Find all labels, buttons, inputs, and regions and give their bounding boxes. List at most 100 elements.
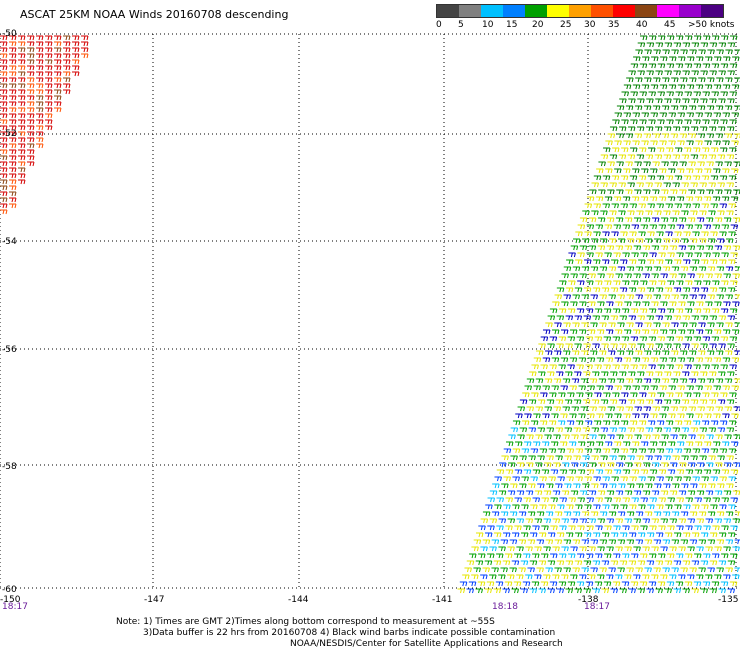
wind-barb	[703, 280, 711, 286]
wind-barb	[670, 462, 678, 468]
wind-barb	[677, 441, 685, 447]
wind-barb	[673, 560, 682, 566]
wind-barb	[721, 525, 729, 531]
wind-barb	[541, 525, 549, 531]
wind-barb	[731, 84, 740, 90]
wind-barb	[9, 179, 17, 185]
wind-barb	[712, 280, 720, 286]
wind-barb	[551, 357, 560, 363]
wind-barb	[702, 91, 711, 97]
wind-barb	[687, 574, 695, 580]
wind-barb	[557, 448, 566, 454]
wind-barb	[653, 567, 661, 573]
wind-barb	[714, 574, 722, 580]
wind-barb	[0, 59, 8, 65]
wind-barb	[602, 231, 610, 237]
wind-barb	[731, 357, 740, 363]
wind-barb	[695, 140, 703, 146]
wind-barb	[500, 539, 509, 545]
wind-barb	[591, 399, 600, 405]
wind-barb	[582, 427, 591, 433]
wind-barb	[661, 462, 669, 468]
wind-barb	[628, 70, 636, 76]
wind-barb	[660, 245, 669, 251]
wind-barb	[731, 385, 739, 391]
wind-barb	[594, 336, 603, 342]
wind-barb	[540, 364, 548, 370]
wind-barb	[633, 546, 641, 552]
wind-barb	[535, 462, 543, 468]
wind-barb	[613, 224, 622, 230]
wind-barb	[690, 483, 698, 489]
wind-barb	[666, 308, 675, 314]
wind-barb	[0, 95, 8, 101]
wind-barb	[584, 203, 593, 209]
wind-barb	[654, 126, 663, 132]
wind-barb	[664, 371, 672, 377]
wind-barb	[556, 588, 564, 594]
wind-barb	[503, 476, 511, 482]
wind-barb	[724, 378, 733, 384]
wind-barb	[691, 287, 700, 293]
wind-barb	[628, 287, 637, 293]
wind-barb	[648, 581, 657, 587]
wind-barb	[559, 469, 568, 475]
wind-barb	[632, 329, 641, 335]
wind-barb	[673, 532, 682, 538]
wind-barb	[590, 294, 599, 300]
wind-barb	[703, 196, 712, 202]
wind-barb	[654, 455, 662, 461]
wind-barb	[555, 427, 564, 433]
grid-lines	[0, 33, 740, 590]
wind-barb	[727, 532, 736, 538]
wind-barb	[727, 70, 735, 76]
wind-barb	[617, 322, 625, 328]
wind-barb	[593, 259, 601, 265]
wind-barb	[610, 343, 618, 349]
wind-barb	[709, 42, 718, 48]
wind-barb	[667, 525, 675, 531]
wind-barb	[730, 224, 739, 230]
wind-barb	[584, 231, 592, 237]
wind-barb	[615, 546, 623, 552]
wind-barb	[63, 83, 71, 89]
wind-barb	[676, 497, 685, 503]
wind-barb	[583, 371, 591, 377]
wind-barb	[641, 441, 649, 447]
wind-barb	[637, 343, 645, 349]
wind-barb	[662, 567, 670, 573]
wind-barb	[600, 483, 608, 489]
wind-barb	[592, 315, 601, 321]
wind-barb	[690, 455, 698, 461]
wind-barb	[18, 101, 26, 107]
wind-barb	[606, 518, 615, 524]
wind-barb	[575, 420, 584, 426]
wind-barb	[608, 539, 617, 545]
wind-barb	[54, 89, 62, 95]
wind-barb	[616, 189, 624, 195]
wind-barb	[681, 210, 689, 216]
wind-barb	[571, 434, 579, 440]
wind-barb	[18, 41, 26, 47]
wind-barb	[677, 140, 685, 146]
wind-barb	[9, 53, 17, 59]
wind-barb	[631, 525, 639, 531]
wind-barb	[554, 511, 563, 517]
wind-barb	[45, 119, 53, 125]
wind-barb	[626, 77, 634, 83]
wind-barb	[664, 70, 672, 76]
wind-barb	[706, 462, 714, 468]
wind-barb	[668, 441, 676, 447]
wind-barb	[721, 497, 730, 503]
wind-barb	[579, 245, 588, 251]
wind-barb	[677, 385, 685, 391]
wind-barb	[581, 539, 590, 545]
wind-barb	[545, 567, 553, 573]
wind-barb	[701, 476, 709, 482]
wind-barb	[581, 322, 589, 328]
wind-barb	[593, 231, 601, 237]
wind-barb	[566, 476, 574, 482]
wind-barb	[718, 98, 726, 104]
wind-barb	[625, 406, 634, 412]
wind-barb	[686, 84, 695, 90]
